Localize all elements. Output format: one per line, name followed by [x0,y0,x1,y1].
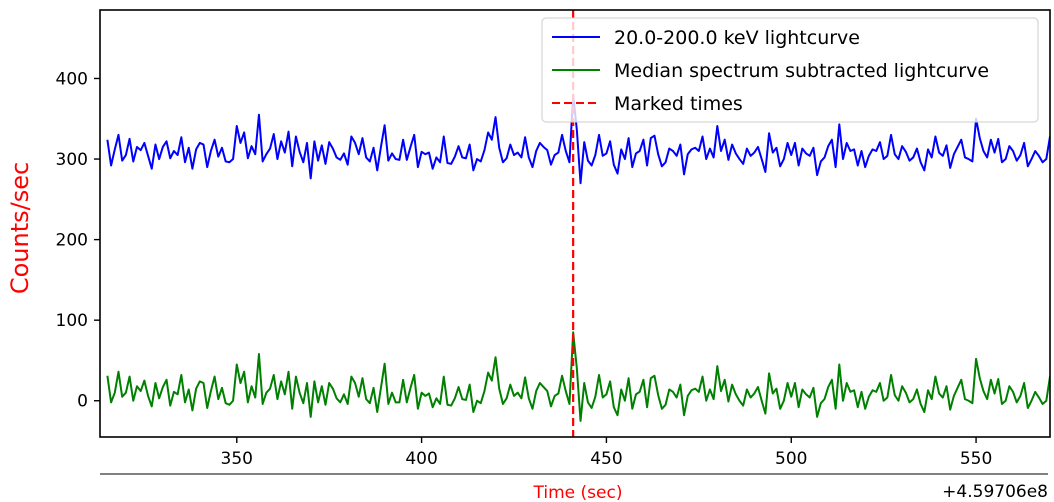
x-tick-label: 500 [775,449,807,469]
x-tick-label: 450 [590,449,622,469]
series-group [106,93,1050,422]
x-axis-offset-label: +4.59706e8 [942,482,1048,502]
y-tick-label: 0 [77,392,88,412]
x-tick-label: 350 [221,449,253,469]
legend-label: Median spectrum subtracted lightcurve [614,60,989,82]
x-axis-label: Time (sec) [533,483,623,502]
x-tick-label: 550 [960,449,992,469]
plot-area [106,10,1050,437]
axes-frame [99,9,1051,438]
x-tick-label: 400 [405,449,437,469]
legend-label: Marked times [614,93,743,115]
legend: 20.0-200.0 keV lightcurve Median spectrum… [541,17,1039,123]
y-tick-label: 100 [56,311,88,331]
y-axis-label: Counts/sec [6,162,34,294]
series-line-lightcurve [106,93,1050,185]
legend-label: 20.0-200.0 keV lightcurve [614,27,860,49]
y-tick-label: 200 [56,231,88,251]
legend-box [541,17,1039,123]
axes: 350 400 450 500 550 0 100 200 300 400 [56,9,1051,475]
y-tick-label: 400 [56,69,88,89]
series-line-median-subtracted [106,331,1050,422]
y-tick-label: 300 [56,150,88,170]
